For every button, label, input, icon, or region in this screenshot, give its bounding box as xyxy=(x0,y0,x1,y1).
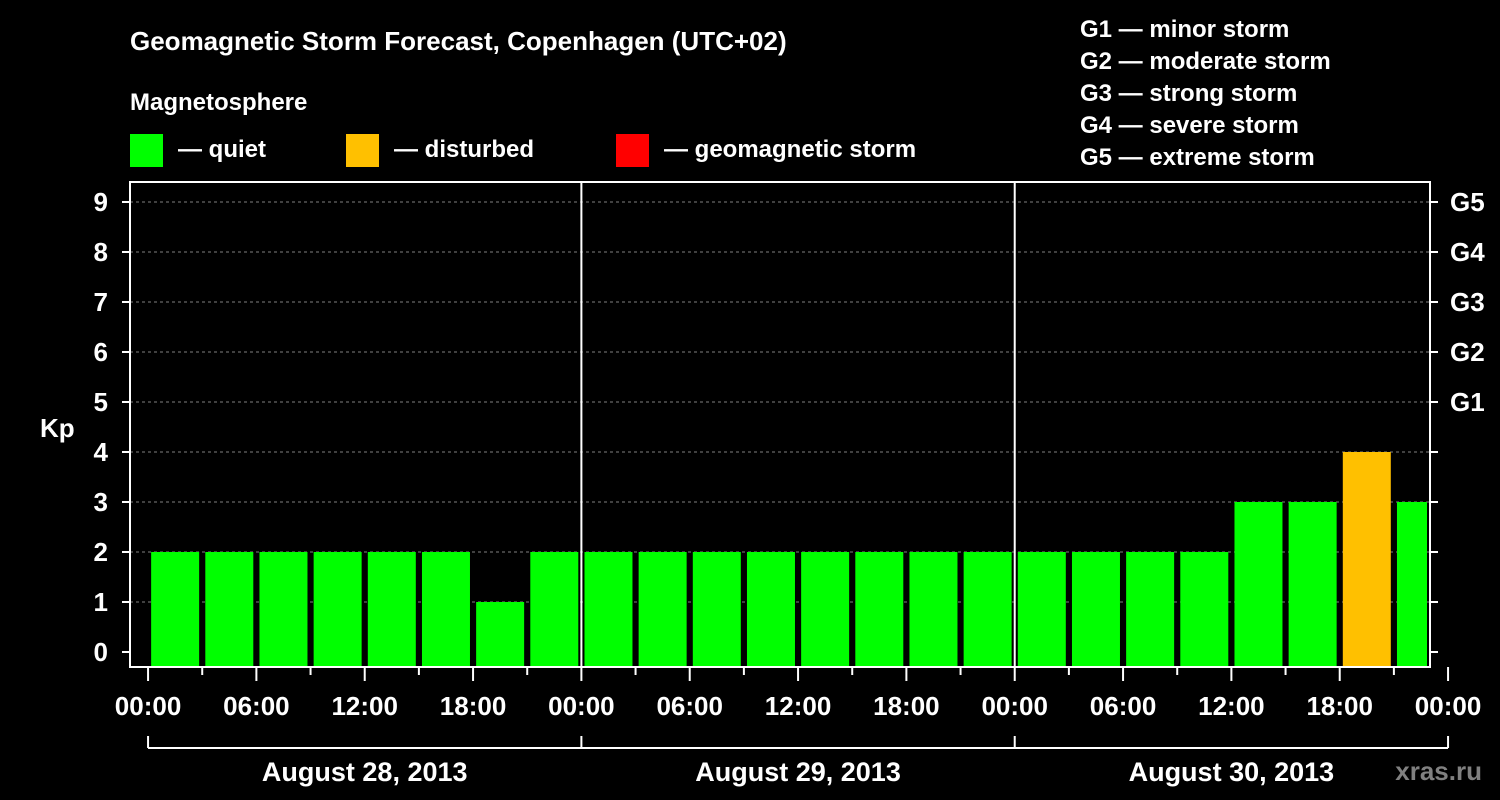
kp-bar xyxy=(421,552,470,667)
storm-scale-g2: G2 — moderate storm xyxy=(1080,48,1331,75)
x-tick-label: 00:00 xyxy=(981,691,1048,721)
storm-scale-g4: G4 — severe storm xyxy=(1080,112,1299,139)
kp-bar xyxy=(584,552,633,667)
kp-bar xyxy=(1071,552,1120,667)
right-axis-label: G3 xyxy=(1450,287,1485,317)
x-tick-label: 06:00 xyxy=(223,691,290,721)
y-tick-label: 2 xyxy=(94,537,108,567)
legend-swatch-quiet xyxy=(130,134,163,167)
storm-scale-g5: G5 — extreme storm xyxy=(1080,144,1315,171)
kp-bar xyxy=(909,552,958,667)
bars-layer xyxy=(151,452,1427,667)
kp-bar xyxy=(530,552,579,667)
x-tick-label: 06:00 xyxy=(656,691,723,721)
kp-bar xyxy=(1234,502,1283,667)
x-tick-label: 18:00 xyxy=(440,691,507,721)
y-tick-label: 6 xyxy=(94,337,108,367)
kp-bar xyxy=(746,552,795,667)
x-tick-label: 06:00 xyxy=(1090,691,1157,721)
right-axis-label: G5 xyxy=(1450,187,1485,217)
y-tick-label: 9 xyxy=(94,187,108,217)
day-label: August 29, 2013 xyxy=(695,757,901,787)
x-tick-label: 18:00 xyxy=(1306,691,1373,721)
kp-bar xyxy=(205,552,254,667)
chart-title: Geomagnetic Storm Forecast, Copenhagen (… xyxy=(130,26,787,56)
kp-bar xyxy=(1288,502,1337,667)
kp-bar xyxy=(692,552,741,667)
kp-bar xyxy=(801,552,850,667)
kp-bar xyxy=(1126,552,1175,667)
kp-bar xyxy=(313,552,362,667)
axes-layer xyxy=(122,181,1450,749)
kp-bar xyxy=(476,602,525,667)
x-tick-label: 12:00 xyxy=(331,691,398,721)
x-tick-label: 00:00 xyxy=(1415,691,1482,721)
day-label: August 30, 2013 xyxy=(1129,757,1335,787)
kp-bar xyxy=(151,552,200,667)
y-tick-label: 8 xyxy=(94,237,108,267)
kp-bar xyxy=(259,552,308,667)
legend-swatch-storm xyxy=(616,134,649,167)
kp-bar xyxy=(1180,552,1229,667)
storm-scale-g1: G1 — minor storm xyxy=(1080,16,1289,43)
kp-bar xyxy=(1342,452,1391,667)
x-tick-label: 12:00 xyxy=(765,691,832,721)
kp-bar xyxy=(855,552,904,667)
storm-scale-g3: G3 — strong storm xyxy=(1080,80,1297,107)
y-axis-label: Kp xyxy=(40,413,75,443)
kp-bar xyxy=(963,552,1012,667)
y-tick-label: 7 xyxy=(94,287,108,317)
watermark: xras.ru xyxy=(1395,756,1482,786)
labels-layer: 0 1 2 3 4 5 6 7 8 9 G1 G2 G3 G4 G5 00:00 06:00 12:00 18:00… xyxy=(94,187,1486,787)
x-tick-label: 00:00 xyxy=(115,691,182,721)
y-tick-label: 5 xyxy=(94,387,108,417)
legend-label-quiet: — quiet xyxy=(178,136,266,163)
kp-bar xyxy=(1396,502,1427,667)
legend-label-disturbed: — disturbed xyxy=(394,136,534,163)
x-tick-label: 12:00 xyxy=(1198,691,1265,721)
x-tick-label: 18:00 xyxy=(873,691,940,721)
day-label: August 28, 2013 xyxy=(262,757,468,787)
x-tick-label: 00:00 xyxy=(548,691,615,721)
right-axis-label: G2 xyxy=(1450,337,1485,367)
plot-frame xyxy=(129,181,1431,668)
kp-bar xyxy=(1017,552,1066,667)
y-tick-label: 4 xyxy=(94,437,109,467)
right-axis-label: G4 xyxy=(1450,237,1485,267)
legend-label-storm: — geomagnetic storm xyxy=(664,136,916,163)
legend-swatch-disturbed xyxy=(346,134,379,167)
kp-bar xyxy=(638,552,687,667)
y-tick-label: 1 xyxy=(94,587,108,617)
legend-heading: Magnetosphere xyxy=(130,89,307,116)
y-tick-label: 3 xyxy=(94,487,108,517)
right-axis-label: G1 xyxy=(1450,387,1485,417)
y-tick-label: 0 xyxy=(94,637,108,667)
kp-bar xyxy=(367,552,416,667)
